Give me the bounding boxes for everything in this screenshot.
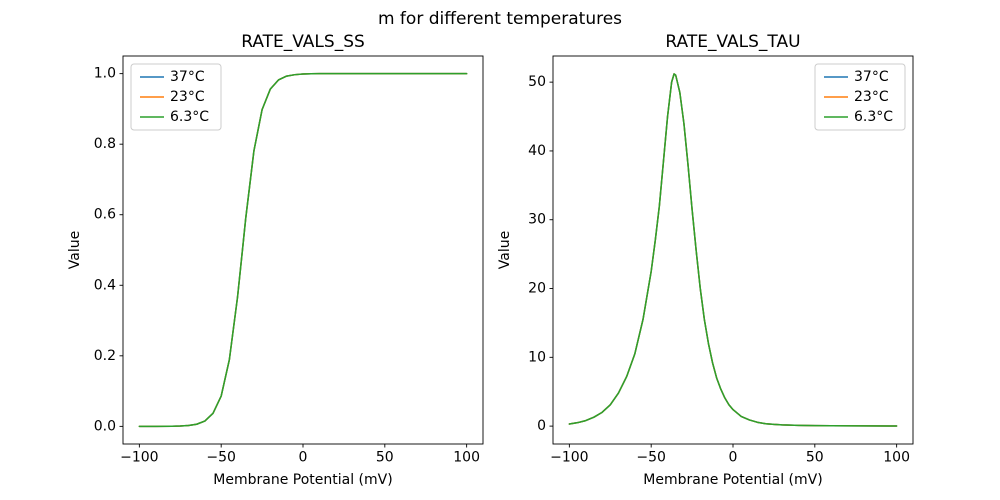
x-tick-label: 100: [453, 450, 480, 466]
x-axis-label: Membrane Potential (mV): [213, 472, 392, 488]
y-tick-label: 0.8: [94, 136, 116, 152]
legend-label: 6.3°C: [854, 109, 893, 125]
y-axis-label: Value: [67, 231, 83, 269]
x-tick-label: 0: [729, 450, 738, 466]
x-tick-label: −100: [550, 450, 588, 466]
x-axis-label: Membrane Potential (mV): [643, 472, 822, 488]
x-tick-label: −100: [120, 450, 158, 466]
x-tick-label: −50: [206, 450, 236, 466]
legend-label: 37°C: [170, 69, 205, 85]
legend-frame: [130, 63, 222, 131]
y-axis-label: Value: [497, 231, 513, 269]
x-tick-label: 50: [376, 450, 394, 466]
legend-label: 37°C: [854, 69, 889, 85]
series-line-6.3C: [568, 73, 898, 427]
y-tick-label: 0.0: [94, 418, 116, 434]
x-tick-label: 50: [806, 450, 824, 466]
x-tick-label: 100: [883, 450, 910, 466]
x-tick-label: 0: [299, 450, 308, 466]
y-tick-label: 0: [537, 418, 546, 434]
legend-label: 6.3°C: [170, 109, 209, 125]
y-tick-label: 10: [528, 349, 546, 365]
series-line-6.3C: [138, 72, 468, 428]
y-tick-label: 30: [528, 212, 546, 228]
subplot-title: RATE_VALS_SS: [241, 32, 365, 52]
x-tick-label: −50: [636, 450, 666, 466]
y-tick-label: 40: [528, 143, 546, 159]
y-tick-label: 50: [528, 74, 546, 90]
y-tick-label: 0.2: [94, 348, 116, 364]
legend-label: 23°C: [170, 89, 205, 105]
subplot-title: RATE_VALS_TAU: [665, 32, 800, 52]
legend-frame: [814, 63, 906, 131]
legend: 37°C 23°C 6.3°C: [130, 63, 222, 131]
y-tick-label: 20: [528, 281, 546, 297]
y-tick-label: 1.0: [94, 66, 116, 82]
legend-label: 23°C: [854, 89, 889, 105]
legend: 37°C 23°C 6.3°C: [814, 63, 906, 131]
figure-suptitle: m for different temperatures: [377, 9, 623, 29]
y-tick-label: 0.4: [94, 277, 116, 293]
y-tick-label: 0.6: [94, 207, 116, 223]
